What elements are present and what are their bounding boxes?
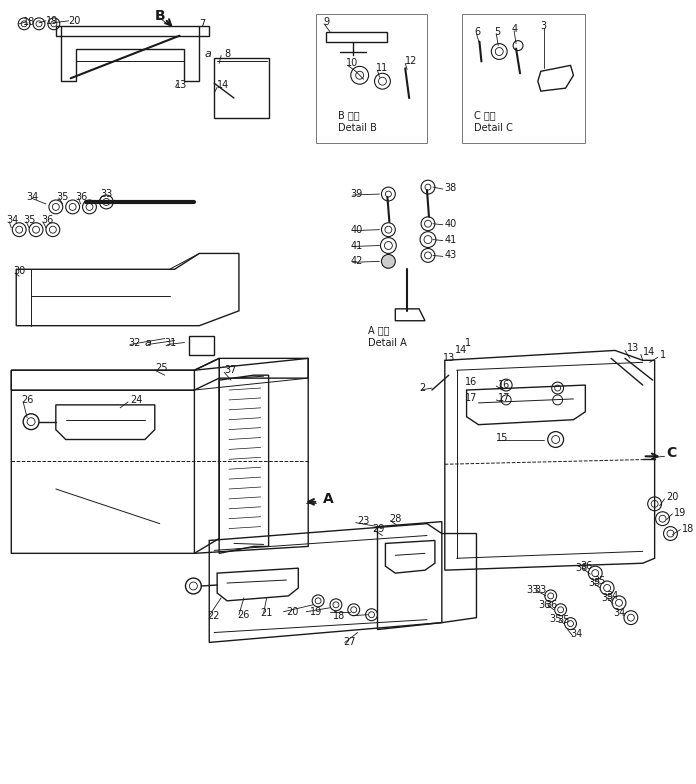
Text: 16: 16 — [498, 380, 510, 390]
Text: 13: 13 — [443, 354, 455, 363]
Text: 28: 28 — [389, 514, 402, 524]
Text: 33: 33 — [526, 585, 538, 595]
Text: 40: 40 — [351, 225, 363, 234]
Text: 34: 34 — [6, 215, 19, 225]
Text: 18: 18 — [682, 524, 695, 534]
Text: 35: 35 — [557, 615, 570, 625]
Text: 21: 21 — [261, 608, 273, 618]
Text: Detail C: Detail C — [475, 123, 514, 132]
Text: C 詳細: C 詳細 — [475, 110, 496, 120]
Text: 18: 18 — [23, 16, 35, 27]
Text: 19: 19 — [310, 607, 322, 617]
Text: 1: 1 — [465, 338, 470, 347]
Text: 22: 22 — [207, 611, 220, 621]
Text: A: A — [323, 492, 334, 506]
Text: 23: 23 — [358, 516, 370, 525]
Text: 20: 20 — [287, 607, 299, 617]
Text: 17: 17 — [465, 393, 477, 403]
Text: 20: 20 — [69, 16, 81, 26]
Text: 43: 43 — [445, 250, 457, 260]
Text: 34: 34 — [26, 192, 38, 202]
Text: 36: 36 — [76, 192, 88, 202]
Text: 14: 14 — [217, 80, 230, 90]
Text: 6: 6 — [475, 27, 481, 37]
Text: 26: 26 — [237, 610, 249, 619]
Text: 18: 18 — [333, 611, 345, 621]
Text: 41: 41 — [351, 241, 363, 251]
Text: a: a — [145, 338, 152, 347]
Circle shape — [381, 255, 395, 268]
Text: 36: 36 — [580, 561, 593, 572]
Text: 1: 1 — [660, 350, 665, 361]
Text: 3: 3 — [541, 21, 547, 31]
Text: 30: 30 — [13, 267, 26, 276]
Text: 9: 9 — [323, 16, 329, 27]
Text: 7: 7 — [199, 19, 205, 29]
Text: 8: 8 — [224, 49, 230, 59]
Text: C: C — [667, 446, 677, 460]
Text: 38: 38 — [445, 183, 457, 193]
Text: 35: 35 — [588, 578, 601, 588]
Text: 31: 31 — [165, 338, 177, 347]
Text: 36: 36 — [576, 563, 587, 573]
Text: Detail A: Detail A — [367, 338, 406, 347]
Text: 27: 27 — [343, 637, 356, 648]
Text: 20: 20 — [667, 492, 679, 502]
Text: a: a — [205, 49, 211, 59]
Text: B 詳細: B 詳細 — [338, 110, 360, 120]
Text: 32: 32 — [128, 338, 141, 347]
Text: B: B — [155, 9, 166, 23]
Text: 2: 2 — [419, 383, 425, 393]
Text: 35: 35 — [593, 576, 606, 586]
Text: 36: 36 — [538, 600, 550, 610]
Text: 25: 25 — [155, 363, 167, 373]
Text: 41: 41 — [445, 234, 457, 245]
Text: 35: 35 — [601, 593, 614, 603]
Text: 35: 35 — [56, 192, 68, 202]
Text: 12: 12 — [405, 56, 418, 67]
Text: A 詳細: A 詳細 — [367, 325, 389, 336]
Text: 24: 24 — [130, 395, 143, 405]
Text: 14: 14 — [454, 346, 467, 355]
Text: 4: 4 — [511, 24, 517, 34]
Text: 17: 17 — [498, 393, 511, 403]
Text: Detail B: Detail B — [338, 123, 377, 132]
Text: 33: 33 — [534, 585, 546, 595]
Text: 34: 34 — [606, 591, 618, 601]
Text: 26: 26 — [21, 395, 33, 405]
Text: 16: 16 — [465, 377, 477, 387]
Text: 42: 42 — [351, 256, 363, 267]
Text: 40: 40 — [445, 219, 457, 229]
Text: 37: 37 — [224, 365, 237, 376]
Text: 34: 34 — [571, 630, 583, 640]
Text: 29: 29 — [372, 524, 385, 534]
Text: 39: 39 — [351, 189, 363, 199]
Text: 33: 33 — [100, 189, 113, 199]
Text: 19: 19 — [46, 16, 58, 26]
Text: 34: 34 — [613, 608, 625, 618]
Text: 35: 35 — [550, 614, 562, 623]
Text: 19: 19 — [674, 508, 687, 517]
Text: 36: 36 — [41, 215, 53, 225]
Text: 14: 14 — [642, 347, 655, 358]
Text: 15: 15 — [496, 433, 509, 442]
Text: 10: 10 — [346, 58, 358, 68]
Text: 35: 35 — [23, 215, 35, 225]
Text: 5: 5 — [494, 27, 500, 37]
Text: 13: 13 — [175, 80, 187, 90]
Text: 13: 13 — [627, 343, 639, 354]
Text: 11: 11 — [376, 64, 388, 74]
Text: 36: 36 — [546, 600, 558, 610]
